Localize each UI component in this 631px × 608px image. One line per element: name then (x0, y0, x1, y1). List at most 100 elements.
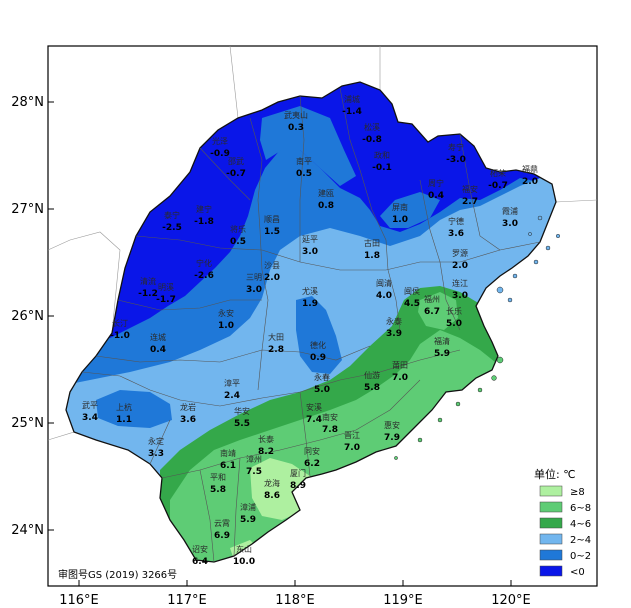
legend-swatch-3 (539, 533, 563, 545)
station-name: 安溪 (306, 402, 322, 412)
station-48: 安溪 7.4 (306, 402, 322, 425)
station-name: 同安 (304, 446, 320, 456)
station-19: 延平 3.0 (302, 234, 318, 257)
station-34: 长汀 -1.0 (110, 318, 130, 341)
station-name: 建瓯 (318, 188, 334, 198)
station-name: 屏南 (392, 202, 408, 212)
station-name: 南平 (296, 156, 312, 166)
station-name: 古田 (364, 238, 380, 248)
station-value: -2.5 (162, 223, 182, 233)
station-44: 永春 5.0 (314, 372, 330, 395)
station-name: 永泰 (386, 316, 402, 326)
station-value: 5.8 (364, 383, 380, 393)
lon-label-117: 117°E (167, 593, 207, 608)
station-52: 永定 3.3 (148, 436, 164, 459)
station-value: 1.8 (364, 251, 380, 261)
station-value: 7.8 (322, 425, 338, 435)
station-labels: 浦城 -1.4 武夷山 0.3 松溪 -0.8 政和 -0.1 寿宁 -3.0 福鼎 2.0 柘荣 -0.… (82, 94, 538, 567)
legend-label-3: 2~4 (570, 535, 591, 546)
station-49: 南安 7.8 (322, 412, 338, 435)
station-45: 武平 3.4 (82, 400, 98, 423)
station-value: 5.9 (240, 515, 256, 525)
station-name: 晋江 (344, 431, 360, 440)
station-4: 寿宁 -3.0 (446, 142, 466, 165)
legend-label-5: <0 (570, 567, 585, 578)
station-name: 厦门 (290, 468, 306, 478)
station-name: 诏安 (192, 544, 208, 554)
station-name: 将乐 (230, 224, 246, 234)
station-22: 罗源 2.0 (452, 249, 468, 271)
station-name: 浦城 (344, 94, 360, 104)
station-value: 4.5 (404, 299, 420, 309)
legend-swatch-4 (539, 549, 563, 561)
station-0: 浦城 -1.4 (342, 94, 362, 117)
station-26: 连江 3.0 (452, 278, 468, 301)
station-40: 福清 5.9 (434, 336, 450, 359)
station-name: 周宁 (428, 178, 444, 188)
zone-0-2-shanghang (96, 390, 172, 428)
station-value: 4.0 (376, 291, 392, 301)
station-value: 3.0 (452, 291, 468, 301)
county-boundaries (81, 87, 541, 563)
station-42: 莆田 7.0 (392, 360, 408, 383)
station-value: 7.0 (344, 443, 360, 453)
station-value: 2.0 (264, 273, 280, 283)
station-value: 6.9 (214, 531, 230, 541)
lon-label-116: 116°E (59, 593, 99, 608)
station-name: 南靖 (220, 448, 236, 458)
station-name: 德化 (310, 340, 326, 350)
southern-islands (394, 356, 504, 460)
station-value: 0.5 (296, 169, 312, 179)
station-name: 明溪 (158, 282, 174, 292)
legend-title: 单位: ℃ (534, 467, 576, 481)
station-value: 2.0 (522, 177, 538, 187)
station-57: 漳州 7.5 (246, 454, 262, 477)
station-value: 3.0 (502, 219, 518, 229)
station-name: 云霄 (214, 519, 230, 528)
station-name: 闽侯 (404, 287, 420, 296)
legend-label-0: ≥8 (570, 487, 585, 498)
lat-label-27: 27°N (11, 202, 44, 217)
station-name: 永定 (148, 436, 164, 446)
station-name: 武平 (82, 400, 98, 410)
station-value: 8.9 (290, 481, 306, 491)
station-53: 长泰 8.2 (258, 434, 274, 457)
coastal-islands (496, 215, 561, 303)
legend-swatch-5 (539, 565, 563, 577)
station-name: 宁德 (448, 216, 464, 226)
station-name: 东山 (236, 544, 252, 554)
station-name: 光泽 (212, 136, 228, 146)
station-value: 3.9 (386, 329, 402, 339)
station-name: 福清 (434, 336, 450, 346)
station-value: 0.8 (318, 201, 334, 211)
station-27: 清流 -1.2 (138, 276, 158, 299)
station-name: 三明 (246, 273, 262, 282)
station-51: 惠安 7.9 (384, 420, 400, 443)
station-name: 龙岩 (180, 402, 196, 412)
station-62: 云霄 6.9 (214, 519, 230, 541)
station-value: 6.2 (304, 459, 320, 469)
station-value: 1.9 (302, 299, 318, 309)
station-name: 罗源 (452, 249, 468, 258)
station-8: 邵武 -0.7 (226, 156, 246, 179)
zone-0-2-east (380, 192, 440, 228)
station-21: 宁德 3.6 (448, 216, 464, 239)
station-14: 屏南 1.0 (392, 202, 408, 225)
station-value: -0.1 (372, 163, 392, 173)
station-value: -1.7 (156, 295, 176, 305)
station-name: 柘荣 (490, 168, 506, 178)
station-24: 沙县 2.0 (264, 261, 280, 283)
station-value: -1.4 (342, 107, 362, 117)
station-17: 将乐 0.5 (230, 224, 246, 247)
station-name: 邵武 (228, 156, 244, 166)
station-31: 闽侯 4.5 (404, 287, 420, 309)
station-value: -3.0 (446, 155, 466, 165)
station-value: 1.0 (392, 215, 408, 225)
zone-0-2-dehua (296, 296, 342, 374)
station-3: 政和 -0.1 (372, 150, 392, 173)
station-name: 永安 (218, 308, 234, 318)
station-30: 闽清 4.0 (376, 278, 392, 301)
lat-label-24: 24°N (11, 523, 44, 538)
station-18: 顺昌 1.5 (264, 215, 280, 237)
